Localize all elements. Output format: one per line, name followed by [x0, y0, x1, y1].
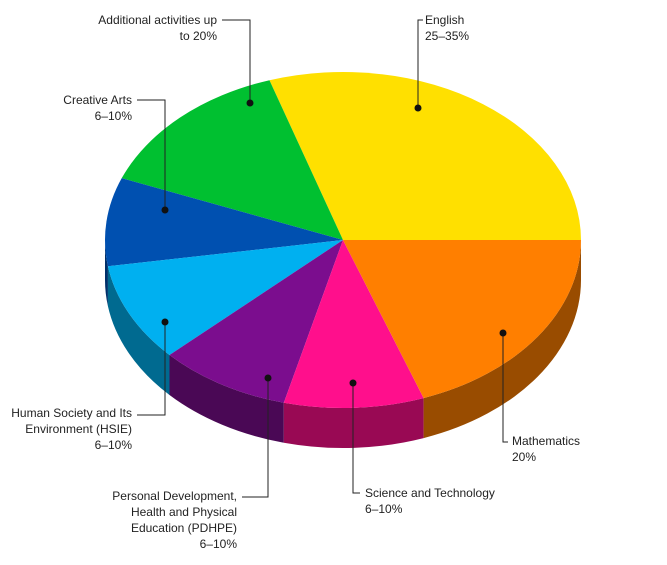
leader-dot: [414, 104, 422, 112]
allocation: 6–10%: [94, 109, 132, 123]
leader-line: [502, 333, 508, 443]
slice-label: Creative Arts 6–10%: [10, 92, 132, 124]
leader-dot: [246, 99, 254, 107]
category-name: Personal Development, Health and Physica…: [112, 489, 237, 535]
slice-label: Human Society and Its Environment (HSIE)…: [5, 405, 132, 453]
category-name: Human Society and Its Environment (HSIE): [11, 406, 132, 436]
slice-label: English 25–35%: [425, 12, 545, 44]
slice: [169, 240, 343, 403]
leader-line: [417, 19, 423, 108]
slice-side: [283, 398, 424, 449]
allocation: 20%: [512, 450, 537, 464]
slice-label: Additional activities up to 20%: [95, 12, 217, 44]
allocation: 6–10%: [199, 537, 237, 551]
leader-line: [137, 99, 166, 210]
leader-line: [137, 322, 166, 416]
leader-dot: [349, 379, 357, 387]
category-name: Mathematics: [512, 434, 581, 448]
slice-label: Personal Development, Health and Physica…: [105, 488, 237, 552]
slice-side: [423, 240, 581, 439]
leader-dot: [161, 206, 169, 214]
slice: [283, 240, 424, 409]
slice-side: [107, 266, 170, 396]
category-name: Additional activities up to 20%: [98, 13, 217, 43]
leader-line: [352, 383, 360, 494]
leader-dot: [161, 318, 169, 326]
slice: [107, 240, 343, 356]
allocation: 6–10%: [94, 438, 132, 452]
leader-line: [222, 19, 251, 103]
category-name: English: [425, 13, 465, 27]
category-name: Science and Technology: [365, 486, 495, 500]
slice: [269, 71, 581, 240]
slice-label: Science and Technology 6–10%: [365, 485, 535, 517]
category-name: Creative Arts: [63, 93, 132, 107]
slice-side: [169, 355, 284, 443]
slice-label: Mathematics 20%: [512, 433, 632, 465]
leader-line: [242, 378, 269, 498]
slice: [121, 80, 343, 240]
allocation: 6–10%: [365, 502, 403, 516]
slice: [343, 240, 581, 399]
leader-dot: [499, 329, 507, 337]
allocation: 25–35%: [425, 29, 470, 43]
slice-side: [105, 240, 108, 307]
leader-dot: [264, 374, 272, 382]
